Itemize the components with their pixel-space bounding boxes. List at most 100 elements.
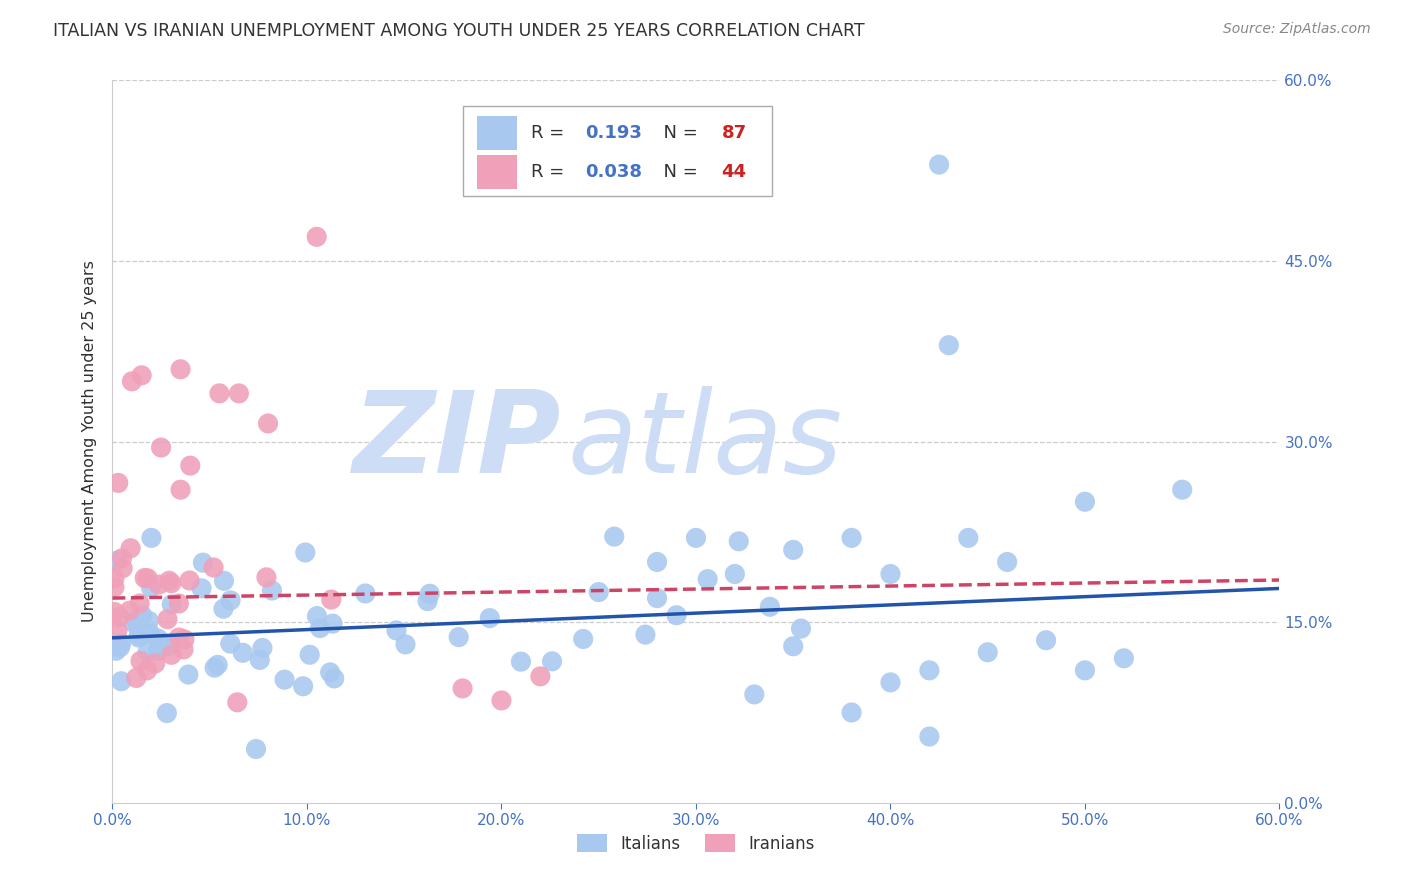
Point xyxy=(219,593,242,607)
Point xyxy=(685,531,707,545)
Point xyxy=(841,706,863,720)
Point xyxy=(305,609,328,624)
Point xyxy=(260,583,283,598)
Point xyxy=(322,616,344,631)
Point xyxy=(128,628,150,642)
Legend: Italians, Iranians: Italians, Iranians xyxy=(571,828,821,860)
Point xyxy=(134,571,156,585)
Point xyxy=(148,577,170,591)
Point xyxy=(645,555,668,569)
Point xyxy=(129,654,152,668)
Text: ZIP: ZIP xyxy=(353,386,562,497)
Point xyxy=(790,622,813,636)
Point xyxy=(879,567,901,582)
Point xyxy=(136,664,159,678)
Point xyxy=(603,530,626,544)
Point xyxy=(292,679,315,693)
Point xyxy=(354,586,377,600)
Point xyxy=(588,585,610,599)
Text: ITALIAN VS IRANIAN UNEMPLOYMENT AMONG YOUTH UNDER 25 YEARS CORRELATION CHART: ITALIAN VS IRANIAN UNEMPLOYMENT AMONG YO… xyxy=(53,22,865,40)
Point xyxy=(645,591,668,605)
Point xyxy=(150,441,173,455)
Point xyxy=(254,570,277,584)
Point xyxy=(257,417,280,431)
Point xyxy=(305,230,328,244)
Point xyxy=(104,605,127,619)
Text: R =: R = xyxy=(531,163,571,181)
Point xyxy=(191,556,214,570)
Point xyxy=(782,639,804,653)
Point xyxy=(447,630,470,644)
Point xyxy=(105,644,128,658)
Text: 0.038: 0.038 xyxy=(585,163,643,181)
Point xyxy=(208,386,231,401)
Point xyxy=(228,386,250,401)
Point xyxy=(202,560,225,574)
Point xyxy=(177,667,200,681)
Point xyxy=(167,631,190,645)
Point xyxy=(160,598,183,612)
Point xyxy=(478,611,501,625)
Text: N =: N = xyxy=(651,163,703,181)
Point xyxy=(103,580,125,594)
Point xyxy=(146,632,169,646)
Point xyxy=(131,608,153,623)
Point xyxy=(509,655,531,669)
Point xyxy=(976,645,998,659)
Point xyxy=(245,742,267,756)
Point xyxy=(128,597,150,611)
Point xyxy=(541,654,564,668)
Point xyxy=(111,551,134,566)
Point xyxy=(219,637,242,651)
Point xyxy=(160,648,183,662)
Point xyxy=(167,597,190,611)
Point xyxy=(782,542,804,557)
Point xyxy=(207,657,229,672)
Point xyxy=(226,695,249,709)
Point xyxy=(169,483,191,497)
Point xyxy=(139,581,162,595)
Point xyxy=(252,640,274,655)
Point xyxy=(1074,664,1097,678)
Point xyxy=(294,545,316,559)
Point xyxy=(938,338,960,352)
Point xyxy=(232,646,254,660)
Point xyxy=(157,574,180,588)
Point xyxy=(1074,494,1097,508)
Text: atlas: atlas xyxy=(568,386,842,497)
Point xyxy=(319,665,342,680)
Point xyxy=(107,475,129,490)
Point xyxy=(416,594,439,608)
Point xyxy=(918,730,941,744)
Point xyxy=(918,664,941,678)
FancyBboxPatch shape xyxy=(477,154,517,189)
Point xyxy=(1171,483,1194,497)
Point xyxy=(309,621,332,635)
Point xyxy=(118,604,141,618)
Point xyxy=(696,572,718,586)
Point xyxy=(125,614,148,628)
Point xyxy=(273,673,295,687)
Point xyxy=(103,571,125,585)
Point xyxy=(1112,651,1135,665)
Point xyxy=(120,541,142,556)
Point xyxy=(727,534,749,549)
Point xyxy=(759,599,782,614)
Point xyxy=(108,610,131,624)
Point xyxy=(724,567,747,582)
Point xyxy=(323,672,346,686)
Point xyxy=(249,653,271,667)
Point xyxy=(110,674,132,689)
Point xyxy=(665,608,688,623)
Point xyxy=(143,657,166,671)
Point xyxy=(128,631,150,645)
Point xyxy=(491,693,513,707)
Text: N =: N = xyxy=(651,124,703,142)
Point xyxy=(1035,633,1057,648)
Point xyxy=(179,458,201,473)
Point xyxy=(157,639,180,653)
Text: R =: R = xyxy=(531,124,571,142)
Point xyxy=(298,648,321,662)
Point xyxy=(419,587,441,601)
Point xyxy=(572,632,595,646)
